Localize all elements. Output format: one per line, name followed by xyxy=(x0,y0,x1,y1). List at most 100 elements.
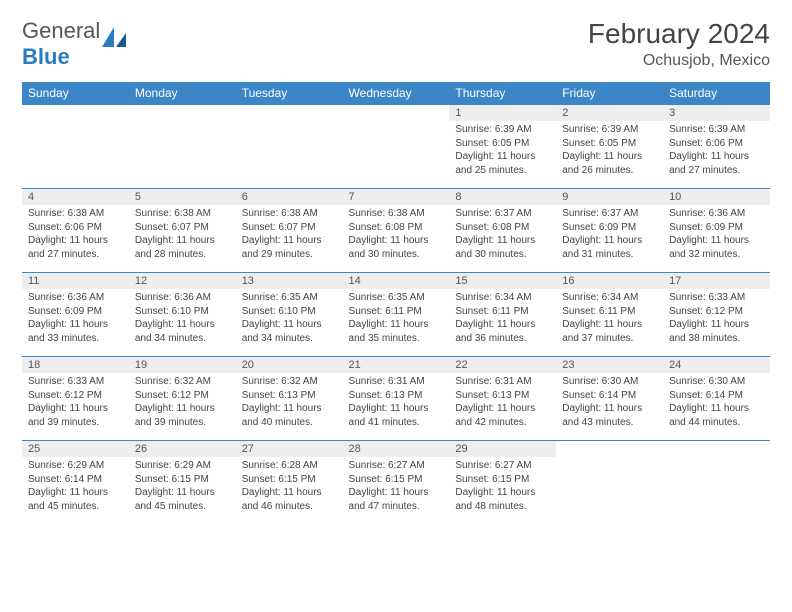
calendar-cell: 1Sunrise: 6:39 AMSunset: 6:05 PMDaylight… xyxy=(449,105,556,189)
calendar-head: SundayMondayTuesdayWednesdayThursdayFrid… xyxy=(22,82,770,105)
day-line: Sunset: 6:07 PM xyxy=(242,221,337,235)
day-line: and 29 minutes. xyxy=(242,248,337,262)
day-line: Sunrise: 6:32 AM xyxy=(242,375,337,389)
day-body: Sunrise: 6:38 AMSunset: 6:07 PMDaylight:… xyxy=(236,205,343,265)
day-line: Sunrise: 6:38 AM xyxy=(242,207,337,221)
day-line: and 34 minutes. xyxy=(135,332,230,346)
day-number: 16 xyxy=(556,273,663,289)
day-body: Sunrise: 6:31 AMSunset: 6:13 PMDaylight:… xyxy=(449,373,556,433)
day-line: and 38 minutes. xyxy=(669,332,764,346)
day-line: Sunrise: 6:30 AM xyxy=(669,375,764,389)
day-line: Sunset: 6:14 PM xyxy=(669,389,764,403)
day-line: Daylight: 11 hours xyxy=(669,402,764,416)
day-line: Daylight: 11 hours xyxy=(562,234,657,248)
day-line: Sunrise: 6:36 AM xyxy=(135,291,230,305)
day-line: Sunset: 6:06 PM xyxy=(669,137,764,151)
day-number: 19 xyxy=(129,357,236,373)
day-body: Sunrise: 6:35 AMSunset: 6:11 PMDaylight:… xyxy=(343,289,450,349)
calendar-cell: 4Sunrise: 6:38 AMSunset: 6:06 PMDaylight… xyxy=(22,189,129,273)
calendar-cell xyxy=(343,105,450,189)
day-line: and 46 minutes. xyxy=(242,500,337,514)
day-line: and 34 minutes. xyxy=(242,332,337,346)
calendar-cell: 24Sunrise: 6:30 AMSunset: 6:14 PMDayligh… xyxy=(663,357,770,441)
calendar-cell: 2Sunrise: 6:39 AMSunset: 6:05 PMDaylight… xyxy=(556,105,663,189)
day-line: Daylight: 11 hours xyxy=(455,318,550,332)
day-line: and 43 minutes. xyxy=(562,416,657,430)
day-line: and 26 minutes. xyxy=(562,164,657,178)
day-number: 10 xyxy=(663,189,770,205)
calendar-cell: 9Sunrise: 6:37 AMSunset: 6:09 PMDaylight… xyxy=(556,189,663,273)
day-body: Sunrise: 6:30 AMSunset: 6:14 PMDaylight:… xyxy=(663,373,770,433)
day-line: Daylight: 11 hours xyxy=(135,402,230,416)
day-number: 17 xyxy=(663,273,770,289)
day-line: Daylight: 11 hours xyxy=(135,318,230,332)
calendar-cell: 15Sunrise: 6:34 AMSunset: 6:11 PMDayligh… xyxy=(449,273,556,357)
day-line: Daylight: 11 hours xyxy=(455,486,550,500)
day-line: and 45 minutes. xyxy=(135,500,230,514)
day-number: 20 xyxy=(236,357,343,373)
day-number: 9 xyxy=(556,189,663,205)
day-number: 24 xyxy=(663,357,770,373)
calendar-table: SundayMondayTuesdayWednesdayThursdayFrid… xyxy=(22,82,770,525)
day-line: Sunset: 6:11 PM xyxy=(562,305,657,319)
day-number: 25 xyxy=(22,441,129,457)
day-number: 18 xyxy=(22,357,129,373)
day-line: and 42 minutes. xyxy=(455,416,550,430)
day-body: Sunrise: 6:36 AMSunset: 6:09 PMDaylight:… xyxy=(663,205,770,265)
day-line: and 28 minutes. xyxy=(135,248,230,262)
day-line: Daylight: 11 hours xyxy=(242,234,337,248)
day-line: Sunrise: 6:38 AM xyxy=(28,207,123,221)
weekday-header: Thursday xyxy=(449,82,556,105)
calendar-cell: 10Sunrise: 6:36 AMSunset: 6:09 PMDayligh… xyxy=(663,189,770,273)
day-line: Sunset: 6:08 PM xyxy=(455,221,550,235)
day-line: Daylight: 11 hours xyxy=(349,318,444,332)
day-line: Sunset: 6:05 PM xyxy=(455,137,550,151)
day-number: 8 xyxy=(449,189,556,205)
day-line: Daylight: 11 hours xyxy=(455,150,550,164)
day-line: Sunset: 6:13 PM xyxy=(349,389,444,403)
day-line: Daylight: 11 hours xyxy=(562,150,657,164)
day-line: Sunrise: 6:36 AM xyxy=(28,291,123,305)
day-line: Daylight: 11 hours xyxy=(135,234,230,248)
day-line: Daylight: 11 hours xyxy=(669,150,764,164)
calendar-cell xyxy=(22,105,129,189)
day-number: 29 xyxy=(449,441,556,457)
day-line: Sunrise: 6:38 AM xyxy=(349,207,444,221)
logo-general: General xyxy=(22,18,100,43)
day-line: and 31 minutes. xyxy=(562,248,657,262)
day-line: Sunrise: 6:34 AM xyxy=(455,291,550,305)
day-body: Sunrise: 6:39 AMSunset: 6:05 PMDaylight:… xyxy=(449,121,556,181)
calendar-cell: 3Sunrise: 6:39 AMSunset: 6:06 PMDaylight… xyxy=(663,105,770,189)
day-line: Sunset: 6:13 PM xyxy=(242,389,337,403)
calendar-cell: 19Sunrise: 6:32 AMSunset: 6:12 PMDayligh… xyxy=(129,357,236,441)
calendar-cell: 20Sunrise: 6:32 AMSunset: 6:13 PMDayligh… xyxy=(236,357,343,441)
day-line: Sunrise: 6:37 AM xyxy=(455,207,550,221)
calendar-cell: 12Sunrise: 6:36 AMSunset: 6:10 PMDayligh… xyxy=(129,273,236,357)
day-line: Sunset: 6:11 PM xyxy=(455,305,550,319)
day-line: and 40 minutes. xyxy=(242,416,337,430)
calendar-cell: 18Sunrise: 6:33 AMSunset: 6:12 PMDayligh… xyxy=(22,357,129,441)
weekday-header: Saturday xyxy=(663,82,770,105)
day-body: Sunrise: 6:38 AMSunset: 6:08 PMDaylight:… xyxy=(343,205,450,265)
calendar-cell: 6Sunrise: 6:38 AMSunset: 6:07 PMDaylight… xyxy=(236,189,343,273)
month-title: February 2024 xyxy=(588,18,770,50)
calendar-cell: 23Sunrise: 6:30 AMSunset: 6:14 PMDayligh… xyxy=(556,357,663,441)
day-line: Sunset: 6:15 PM xyxy=(242,473,337,487)
day-line: Sunset: 6:09 PM xyxy=(669,221,764,235)
day-body: Sunrise: 6:27 AMSunset: 6:15 PMDaylight:… xyxy=(343,457,450,517)
day-line: and 35 minutes. xyxy=(349,332,444,346)
day-line: Sunrise: 6:32 AM xyxy=(135,375,230,389)
sail-icon xyxy=(100,25,128,56)
day-number: 6 xyxy=(236,189,343,205)
day-line: Sunrise: 6:35 AM xyxy=(349,291,444,305)
day-line: Daylight: 11 hours xyxy=(28,486,123,500)
day-line: and 36 minutes. xyxy=(455,332,550,346)
calendar-cell: 14Sunrise: 6:35 AMSunset: 6:11 PMDayligh… xyxy=(343,273,450,357)
day-body: Sunrise: 6:28 AMSunset: 6:15 PMDaylight:… xyxy=(236,457,343,517)
day-line: Daylight: 11 hours xyxy=(669,318,764,332)
day-number: 12 xyxy=(129,273,236,289)
day-line: Sunrise: 6:27 AM xyxy=(455,459,550,473)
day-line: Sunset: 6:14 PM xyxy=(28,473,123,487)
day-number: 26 xyxy=(129,441,236,457)
logo: General Blue xyxy=(22,18,128,70)
